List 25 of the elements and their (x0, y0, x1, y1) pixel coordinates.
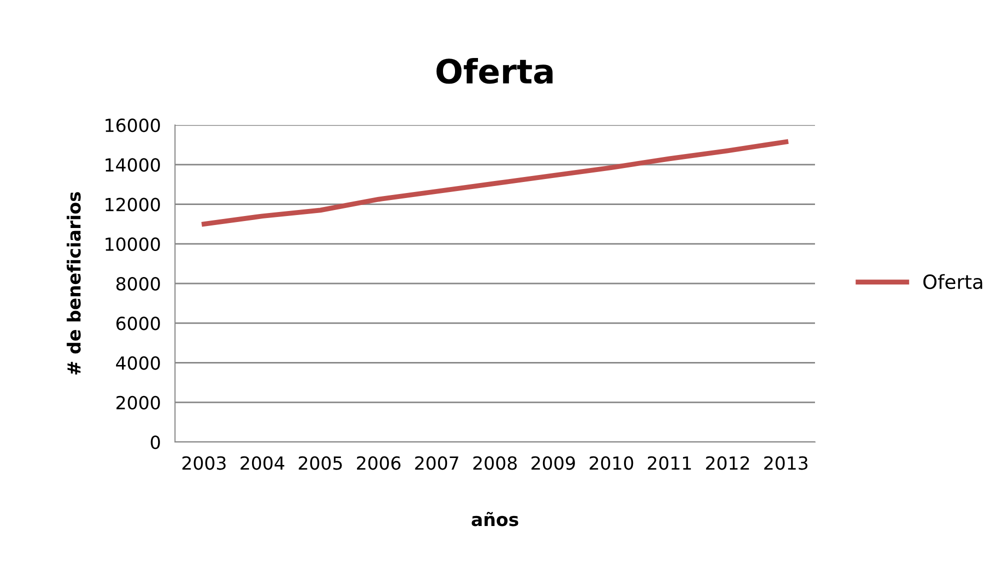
y-tick-label: 12000 (106, 198, 160, 212)
line-series (202, 139, 788, 226)
y-axis-title: # de beneficiarios (66, 192, 81, 375)
x-axis-title: años (472, 512, 518, 526)
x-tick-label: 2008 (473, 456, 517, 470)
y-tick-label: 16000 (106, 118, 160, 132)
y-tick-label: 4000 (116, 356, 160, 370)
x-tick-label: 2005 (298, 456, 342, 470)
y-tick-label: 6000 (116, 316, 160, 330)
y-tick-label: 0 (150, 435, 160, 450)
chart-title: Oferta (436, 58, 553, 84)
x-tick-label: 2006 (356, 456, 400, 470)
x-tick-label: 2013 (764, 456, 808, 470)
x-tick-label: 2011 (648, 456, 691, 470)
legend-label: Oferta (923, 274, 982, 290)
x-tick-label: 2007 (415, 456, 458, 470)
y-tick-label: 8000 (116, 276, 160, 291)
y-tick-label: 14000 (106, 158, 160, 172)
x-tick-label: 2012 (706, 456, 749, 470)
x-tick-label: 2004 (240, 456, 284, 470)
x-tick-label: 2010 (590, 456, 634, 470)
x-tick-label: 2003 (182, 456, 226, 470)
y-tick-label: 2000 (116, 396, 160, 410)
y-tick-label: 10000 (106, 237, 160, 251)
x-tick-label: 2009 (532, 456, 575, 470)
